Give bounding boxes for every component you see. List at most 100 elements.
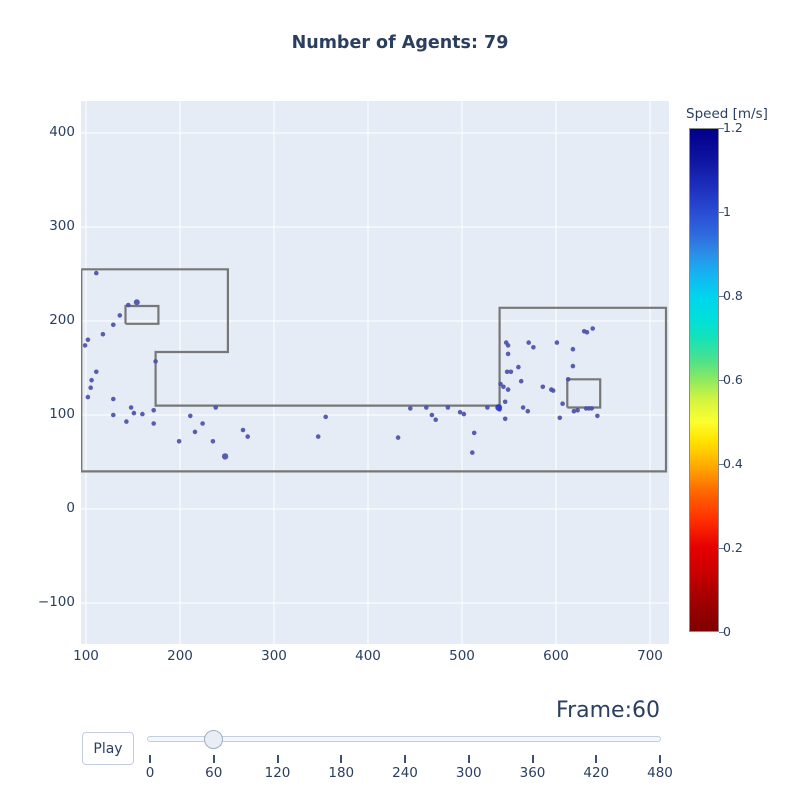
agent-point	[501, 384, 506, 390]
agent-point	[504, 369, 510, 375]
play-button[interactable]: Play	[82, 732, 134, 765]
agent-point	[133, 299, 140, 306]
agent-point	[100, 331, 106, 337]
agent-point	[88, 385, 93, 391]
x-tick-label: 500	[449, 648, 475, 664]
agent-point	[82, 343, 88, 348]
agent-point	[192, 429, 198, 435]
wall-path	[81, 268, 668, 473]
agent-point	[502, 399, 508, 405]
agent-point	[213, 405, 218, 410]
colorbar-tick	[719, 212, 724, 213]
slider-tick	[340, 755, 343, 763]
agent-point	[461, 411, 467, 417]
x-tick-label: 400	[355, 648, 381, 664]
slider-tick	[531, 755, 534, 763]
agent-point	[94, 369, 99, 375]
agent-point	[557, 415, 563, 421]
agent-point	[520, 405, 526, 410]
agent-point	[571, 408, 577, 414]
agent-point	[126, 302, 131, 308]
colorbar-tick	[719, 632, 724, 633]
agent-point	[590, 326, 595, 331]
agent-point	[550, 388, 556, 393]
colorbar-tick-label: 1.2	[723, 120, 743, 135]
agent-point	[570, 346, 576, 352]
frame-label: Frame:60	[556, 698, 660, 723]
agent-point	[445, 405, 451, 410]
slider-tick	[404, 755, 406, 763]
slider-tick-label: 420	[583, 765, 610, 781]
agent-point	[210, 439, 216, 444]
slider-tick-label: 240	[392, 765, 418, 781]
x-tick-label: 700	[637, 648, 663, 664]
agent-point	[424, 405, 429, 410]
agent-point	[111, 396, 116, 402]
agent-point	[151, 408, 156, 413]
agent-point	[497, 407, 502, 412]
agent-point	[429, 412, 435, 418]
x-tick-label: 300	[261, 648, 287, 664]
agent-point	[117, 313, 123, 318]
slider-tick	[595, 755, 598, 763]
agent-point	[200, 421, 205, 426]
colorbar-tick	[719, 296, 724, 297]
agent-point	[176, 439, 182, 444]
y-tick-label: 0	[66, 500, 75, 516]
chart-title: Number of Agents: 79	[291, 33, 509, 53]
agent-point	[323, 414, 328, 420]
slider-tick-label: 0	[145, 765, 155, 781]
slider-tick-label: 60	[205, 765, 223, 781]
agent-point	[111, 412, 116, 418]
colorbar-tick	[719, 380, 724, 381]
agent-point	[140, 411, 145, 417]
agent-point	[526, 340, 531, 345]
agent-point	[570, 363, 576, 369]
slider-handle[interactable]	[204, 730, 224, 749]
agent-point	[240, 427, 246, 433]
colorbar-tick-label: 0.4	[723, 456, 743, 471]
agent-point	[554, 340, 560, 345]
agent-point	[575, 408, 580, 413]
agent-point	[485, 405, 490, 410]
colorbar-tick-label: 0.8	[723, 288, 743, 303]
agent-point	[131, 410, 137, 416]
agent-point	[595, 413, 600, 419]
agent-point	[525, 408, 531, 414]
agent-point	[584, 330, 590, 335]
slider-track[interactable]	[147, 736, 661, 742]
colorbar-tick	[719, 128, 724, 129]
agent-point	[502, 416, 508, 422]
agent-point	[221, 453, 229, 460]
slider-tick	[276, 755, 279, 763]
agent-point	[505, 351, 511, 357]
y-tick-label: 300	[49, 218, 75, 234]
agent-point	[518, 378, 524, 384]
agent-point	[508, 369, 514, 375]
slider-tick	[467, 755, 470, 763]
y-tick-label: 200	[49, 312, 75, 328]
x-tick-label: 200	[167, 648, 193, 664]
slider-tick-label: 480	[647, 765, 673, 781]
wall-path	[566, 378, 602, 409]
slider-tick-label: 180	[328, 765, 355, 781]
agent-point	[505, 343, 511, 348]
plot-area[interactable]	[81, 101, 669, 644]
slider-tick	[659, 755, 661, 763]
colorbar-tick	[719, 464, 724, 465]
play-button-label: Play	[93, 740, 123, 757]
agent-point	[565, 377, 571, 382]
agent-point	[153, 359, 158, 364]
agent-point	[111, 322, 116, 328]
colorbar-tick-label: 1	[723, 204, 731, 219]
agent-point	[531, 345, 536, 350]
agent-point	[516, 364, 521, 370]
agent-point	[151, 421, 156, 426]
agent-point	[315, 434, 321, 439]
colorbar-tick-label: 0.6	[723, 372, 743, 387]
agent-point	[85, 394, 91, 400]
agent-point	[128, 405, 134, 410]
agent-point	[408, 406, 413, 411]
wall-path	[124, 304, 160, 325]
